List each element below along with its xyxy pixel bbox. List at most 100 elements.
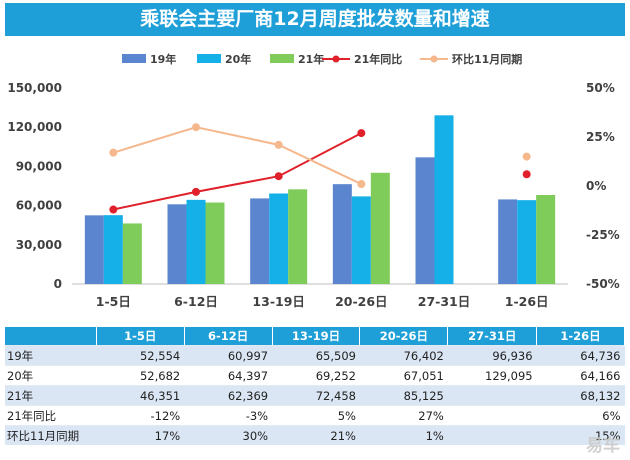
legend-marker-环比11月同期 xyxy=(430,55,438,63)
table-cell xyxy=(447,405,537,426)
legend-label-环比11月同期: 环比11月同期 xyxy=(452,52,522,66)
legend-label-20年: 20年 xyxy=(225,52,251,66)
combo-chart: 0 30,000 60,000 90,000 120,000 150,000 -50% -25… xyxy=(7,52,620,309)
bar-20年-27-31日 xyxy=(434,115,454,285)
table-row-label: 19年 xyxy=(5,345,97,366)
y-left-tick-label: 0 xyxy=(54,277,62,291)
bar-19年-13-19日 xyxy=(250,198,270,284)
legend-swatch-20年 xyxy=(197,54,221,63)
x-tick-label: 1-26日 xyxy=(505,294,549,309)
point-环比11月同期-13-19日 xyxy=(274,140,283,149)
table-cell: 64,736 xyxy=(536,345,625,366)
table-cell: 96,936 xyxy=(447,345,537,366)
table-cell: 52,682 xyxy=(96,365,185,386)
line-21年同比 xyxy=(113,132,362,211)
x-tick-label: 1-5日 xyxy=(96,294,131,309)
table-cell: 60,997 xyxy=(184,345,273,366)
x-tick-label: 27-31日 xyxy=(418,294,470,309)
y-left-tick-label: 60,000 xyxy=(16,199,62,213)
legend-label-21年: 21年 xyxy=(298,52,324,66)
table-row-label: 21年同比 xyxy=(5,405,97,426)
y-left-tick-label: 90,000 xyxy=(16,159,62,173)
legend-label-19年: 19年 xyxy=(150,52,176,66)
x-tick-label: 13-19日 xyxy=(252,294,304,309)
table-cell: 21% xyxy=(272,425,360,445)
x-tick-label: 6-12日 xyxy=(174,294,218,309)
table-header-cell: 1-26日 xyxy=(536,327,625,346)
watermark-logo: 易车 xyxy=(586,436,620,456)
x-tick-label: 20-26日 xyxy=(335,294,387,309)
table-cell: 65,509 xyxy=(272,345,360,366)
table-header-cell: 20-26日 xyxy=(359,327,449,346)
bar-19年-20-26日 xyxy=(332,184,352,284)
table-row: 21年同比 -12% -3% 5% 27% 6% xyxy=(5,405,625,426)
table-header-cell xyxy=(5,327,97,346)
y-right-tick-label: 0% xyxy=(586,179,606,193)
table-cell: 64,166 xyxy=(536,365,625,386)
line-环比11月同期 xyxy=(113,126,362,185)
bar-20年-1-26日 xyxy=(517,200,537,284)
table-cell: 67,051 xyxy=(359,365,448,386)
table-row-label: 环比11月同期 xyxy=(5,425,97,445)
table-cell: 17% xyxy=(96,425,185,445)
table-cell xyxy=(447,425,537,445)
bar-19年-6-12日 xyxy=(167,204,187,284)
point-21年同比-1-26日 xyxy=(522,170,531,179)
legend-swatch-19年 xyxy=(122,54,146,63)
bar-21年-1-26日 xyxy=(536,194,556,284)
table-row-label: 20年 xyxy=(5,365,97,386)
bar-20年-1-5日 xyxy=(103,215,123,284)
legend-marker-21年同比 xyxy=(332,55,340,63)
table-cell: -3% xyxy=(184,405,273,426)
table-cell: -12% xyxy=(96,405,185,426)
table-header-row: 1-5日 6-12日 13-19日 20-26日 27-31日 1-26日 xyxy=(5,327,625,346)
data-table: 1-5日 6-12日 13-19日 20-26日 27-31日 1-26日 19年 52,5… xyxy=(5,327,625,445)
bar-20年-6-12日 xyxy=(186,199,206,284)
table-header-cell: 1-5日 xyxy=(96,327,185,346)
chart-title: 乘联会主要厂商12月周度批发数量和增速 xyxy=(5,3,625,36)
table-cell: 68,132 xyxy=(536,385,625,406)
legend-swatch-21年 xyxy=(270,54,294,63)
table-cell: 76,402 xyxy=(359,345,448,366)
table-header-cell: 13-19日 xyxy=(272,327,361,346)
y-left-tick-label: 30,000 xyxy=(16,238,62,252)
bar-20年-20-26日 xyxy=(351,196,371,284)
table-row-label: 21年 xyxy=(5,385,97,406)
table-cell: 64,397 xyxy=(184,365,273,386)
point-21年同比-1-5日 xyxy=(109,205,118,214)
point-环比11月同期-20-26日 xyxy=(357,180,366,189)
y-right-tick-label: 50% xyxy=(586,81,615,95)
y-right-tick-label: -25% xyxy=(586,228,620,242)
table-cell: 27% xyxy=(359,405,448,426)
table-cell: 6% xyxy=(536,405,625,426)
point-环比11月同期-6-12日 xyxy=(192,123,200,132)
y-right-tick-label: 25% xyxy=(586,130,615,144)
table-cell: 1% xyxy=(359,425,448,445)
point-环比11月同期-1-26日 xyxy=(522,152,531,161)
table-body: 19年 52,554 60,997 65,509 76,402 96,936 64,736 2… xyxy=(5,345,625,445)
table-row: 20年 52,682 64,397 69,252 67,051 129,095 64,166 xyxy=(5,365,625,386)
table-row: 21年 46,351 62,369 72,458 85,125 68,132 xyxy=(5,385,625,406)
table-row: 19年 52,554 60,997 65,509 76,402 96,936 64,736 xyxy=(5,345,625,366)
point-21年同比-6-12日 xyxy=(192,187,200,196)
point-21年同比-13-19日 xyxy=(274,172,283,181)
table-cell: 129,095 xyxy=(447,365,537,386)
bar-19年-27-31日 xyxy=(415,157,435,284)
y-right-tick-label: -50% xyxy=(586,277,620,291)
table-cell: 46,351 xyxy=(96,385,185,406)
table-header-cell: 6-12日 xyxy=(184,327,273,346)
table-header-cell: 27-31日 xyxy=(447,327,538,346)
table-cell xyxy=(447,385,537,406)
bar-20年-13-19日 xyxy=(269,193,289,284)
table-cell: 5% xyxy=(272,405,360,426)
y-left-tick-label: 150,000 xyxy=(7,81,62,95)
point-环比11月同期-1-5日 xyxy=(109,148,118,157)
bar-19年-1-5日 xyxy=(84,215,104,284)
table-cell: 69,252 xyxy=(272,365,360,386)
table-cell: 30% xyxy=(184,425,273,445)
bar-19年-1-26日 xyxy=(498,199,518,284)
point-21年同比-20-26日 xyxy=(357,129,366,138)
bar-21年-1-5日 xyxy=(122,223,142,284)
legend-label-21年同比: 21年同比 xyxy=(354,52,402,66)
table-cell: 85,125 xyxy=(359,385,448,406)
